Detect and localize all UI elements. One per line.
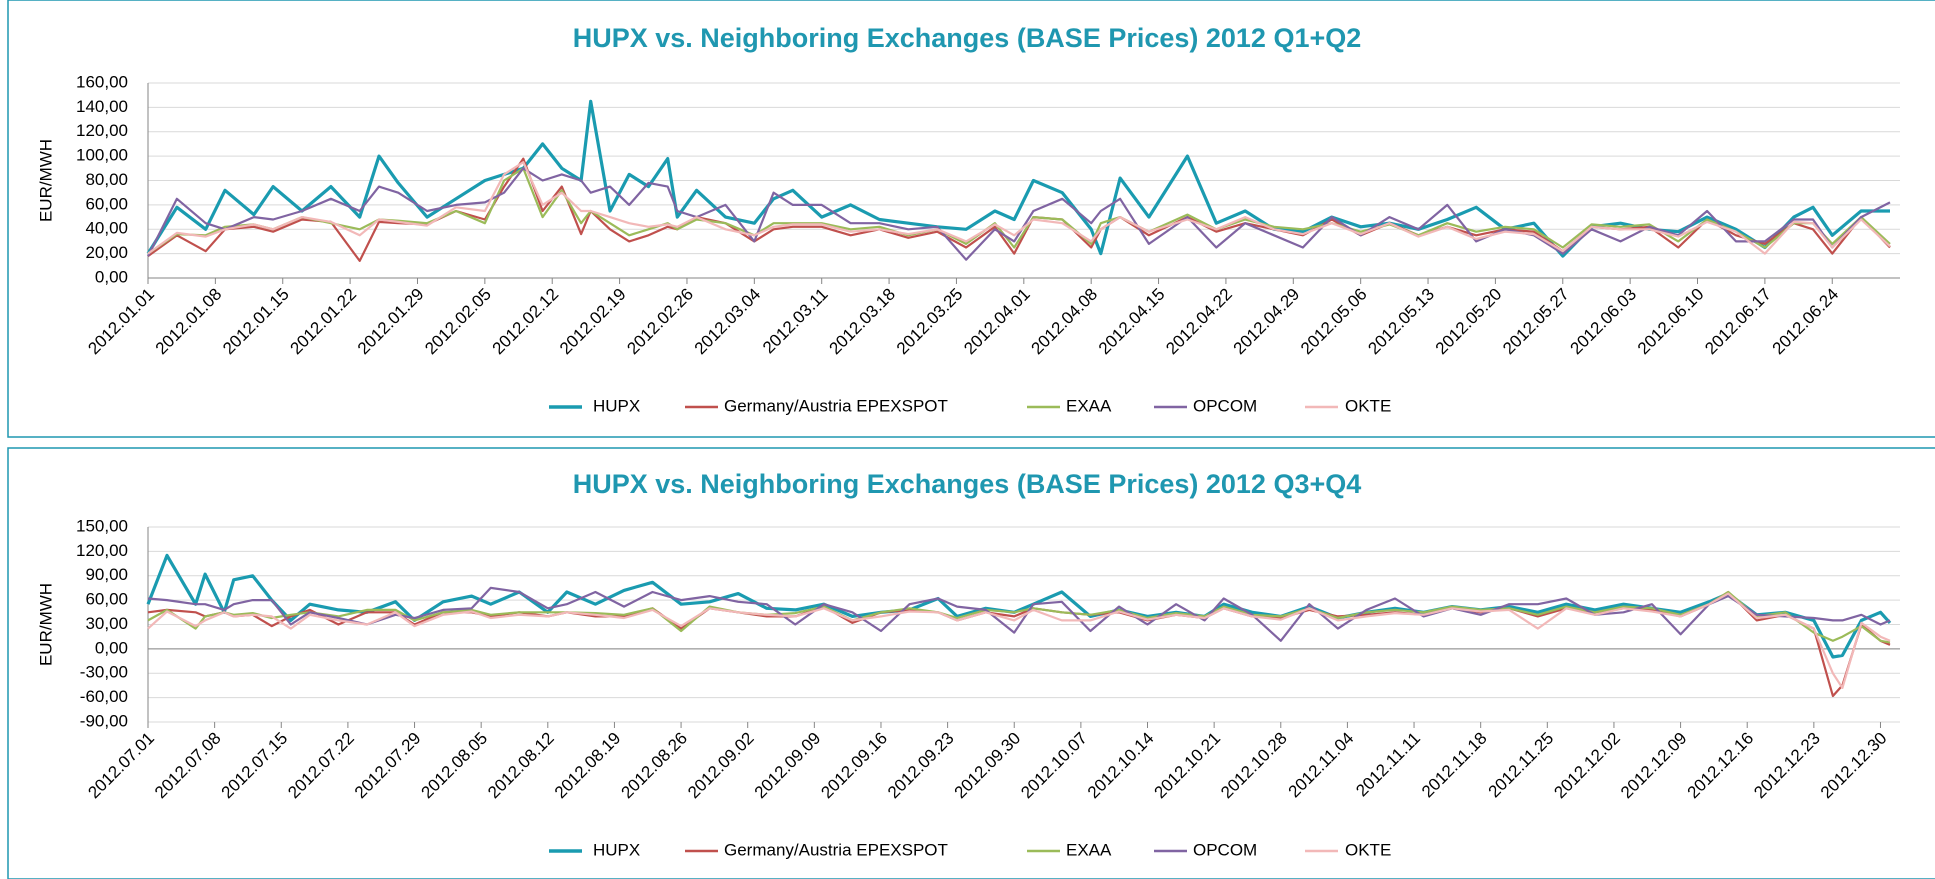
chart-title: HUPX vs. Neighboring Exchanges (BASE Pri…	[573, 23, 1362, 53]
x-tick-label: 2012.06.24	[1769, 285, 1843, 359]
x-tick-label: 2012.07.22	[284, 729, 358, 803]
x-tick-label: 2012.08.05	[418, 729, 492, 803]
x-tick-label: 2012.05.13	[1364, 285, 1438, 359]
y-tick-label: 120,00	[76, 541, 128, 560]
y-tick-label: 90,00	[85, 565, 128, 584]
x-tick-label: 2012.04.01	[960, 285, 1034, 359]
x-tick-label: 2012.02.12	[489, 285, 563, 359]
x-tick-label: 2012.11.04	[1285, 729, 1358, 802]
y-tick-label: 100,00	[76, 146, 128, 165]
y-tick-label: -60,00	[80, 687, 128, 706]
x-tick-label: 2012.07.15	[218, 729, 292, 803]
x-tick-label: 2012.06.03	[1567, 285, 1641, 359]
x-tick-label: 2012.02.26	[623, 285, 697, 359]
legend-label: Germany/Austria EPEXSPOT	[724, 396, 948, 415]
x-tick-label: 2012.12.30	[1817, 729, 1891, 803]
x-tick-label: 2012.07.08	[151, 729, 225, 803]
x-tick-label: 2012.07.01	[84, 729, 158, 803]
y-tick-label: -30,00	[80, 663, 128, 682]
x-tick-label: 2012.03.04	[691, 285, 765, 359]
x-tick-label: 2012.08.12	[484, 729, 558, 803]
x-tick-label: 2012.09.09	[751, 729, 825, 803]
x-tick-label: 2012.10.28	[1217, 729, 1291, 803]
x-tick-label: 2012.06.10	[1634, 285, 1708, 359]
panel-border	[7, 0, 1935, 438]
chart-title: HUPX vs. Neighboring Exchanges (BASE Pri…	[573, 469, 1362, 499]
x-tick-label: 2012.10.21	[1151, 729, 1225, 803]
x-tick-label: 2012.01.29	[354, 285, 428, 359]
x-tick-label: 2012.01.08	[152, 285, 226, 359]
y-tick-label: 120,00	[76, 121, 128, 140]
y-tick-label: 40,00	[85, 219, 128, 238]
chart-panel: HUPX vs. Neighboring Exchanges (BASE Pri…	[7, 0, 1935, 438]
series-line	[147, 592, 1891, 689]
x-tick-label: 2012.05.06	[1297, 285, 1371, 359]
y-tick-label: 0,00	[95, 267, 128, 286]
legend-label: OKTE	[1345, 840, 1391, 859]
x-tick-label: 2012.01.01	[84, 285, 158, 359]
x-tick-label: 2012.12.16	[1684, 729, 1758, 803]
x-tick-label: 2012.12.23	[1750, 729, 1824, 803]
x-tick-label: 2012.05.20	[1432, 285, 1506, 359]
x-tick-label: 2012.10.07	[1017, 729, 1091, 803]
series-line	[147, 167, 1891, 261]
legend-label: HUPX	[593, 396, 640, 415]
x-tick-label: 2012.10.14	[1084, 729, 1158, 803]
x-tick-label: 2012.04.15	[1095, 285, 1169, 359]
y-tick-label: 60,00	[85, 194, 128, 213]
x-tick-label: 2012.09.30	[951, 729, 1025, 803]
x-tick-label: 2012.09.02	[684, 729, 758, 803]
x-tick-label: 2012.03.25	[893, 285, 967, 359]
legend-label: HUPX	[593, 840, 640, 859]
x-tick-label: 2012.03.11	[759, 285, 832, 358]
x-tick-label: 2012.04.22	[1162, 285, 1236, 359]
x-tick-label: 2012.08.19	[551, 729, 625, 803]
legend-label: EXAA	[1066, 840, 1112, 859]
x-tick-label: 2012.11.25	[1485, 729, 1558, 802]
y-tick-label: 0,00	[95, 638, 128, 657]
x-tick-label: 2012.09.23	[884, 729, 958, 803]
x-tick-label: 2012.01.15	[219, 285, 293, 359]
x-tick-label: 2012.01.22	[287, 285, 361, 359]
y-axis-label: EUR/MWH	[36, 583, 55, 666]
x-tick-label: 2012.08.26	[617, 729, 691, 803]
x-tick-label: 2012.04.08	[1028, 285, 1102, 359]
legend-label: OPCOM	[1193, 396, 1257, 415]
x-tick-label: 2012.03.18	[825, 285, 899, 359]
y-axis-label: EUR/MWH	[36, 139, 55, 222]
legend-label: Germany/Austria EPEXSPOT	[724, 840, 948, 859]
x-tick-label: 2012.02.05	[421, 285, 495, 359]
legend-label: EXAA	[1066, 396, 1112, 415]
chart-panel: HUPX vs. Neighboring Exchanges (BASE Pri…	[7, 447, 1935, 879]
y-tick-label: 160,00	[76, 72, 128, 91]
x-tick-label: 2012.09.16	[817, 729, 891, 803]
x-tick-label: 2012.07.29	[351, 729, 425, 803]
y-tick-label: 150,00	[76, 516, 128, 535]
x-tick-label: 2012.06.17	[1701, 285, 1775, 359]
x-tick-label: 2012.12.02	[1550, 729, 1624, 803]
x-tick-label: 2012.05.27	[1499, 285, 1573, 359]
x-tick-label: 2012.11.18	[1418, 729, 1491, 802]
y-tick-label: 60,00	[85, 590, 128, 609]
x-tick-label: 2012.04.29	[1230, 285, 1304, 359]
y-tick-label: 80,00	[85, 170, 128, 189]
series-line	[147, 586, 1891, 642]
x-tick-label: 2012.02.19	[556, 285, 630, 359]
y-tick-label: 140,00	[76, 97, 128, 116]
y-tick-label: 20,00	[85, 243, 128, 262]
y-tick-label: -90,00	[80, 711, 128, 730]
series-line	[147, 161, 1891, 255]
legend-label: OKTE	[1345, 396, 1391, 415]
panel-border	[7, 447, 1935, 879]
legend-label: OPCOM	[1193, 840, 1257, 859]
x-tick-label: 2012.11.11	[1352, 729, 1424, 801]
x-tick-label: 2012.12.09	[1617, 729, 1691, 803]
y-tick-label: 30,00	[85, 614, 128, 633]
